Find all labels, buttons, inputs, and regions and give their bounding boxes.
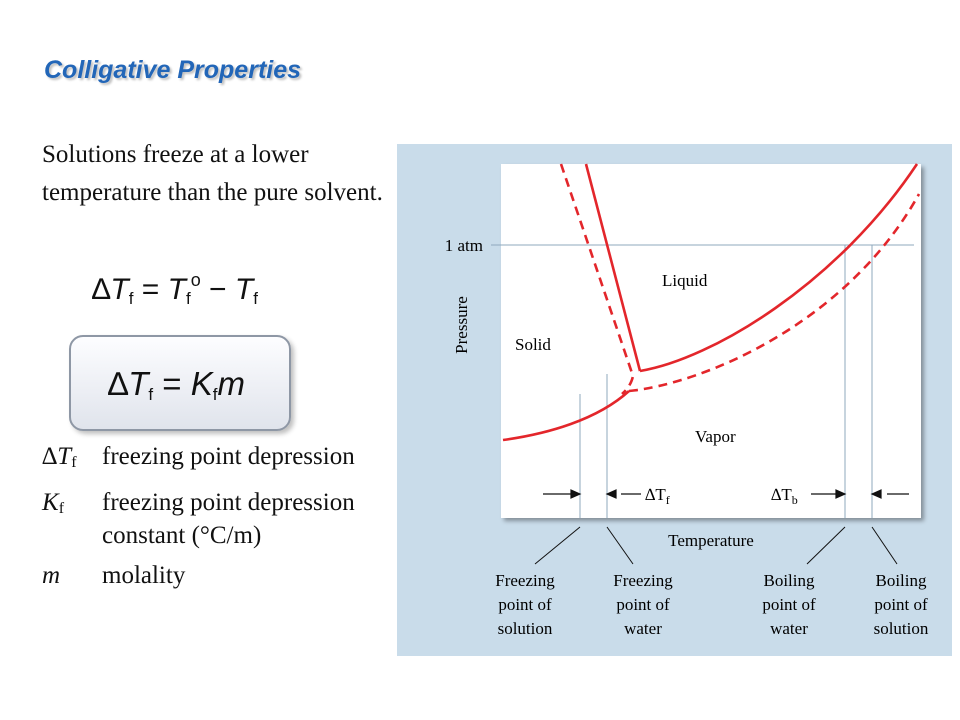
solid-vapor-curve — [502, 390, 630, 442]
eq1-t-solution: T — [234, 273, 254, 306]
bp-water-label-line3: water — [770, 619, 808, 638]
key-equation-box — [69, 335, 291, 431]
eq2-k: K — [190, 365, 213, 402]
phase-boundaries — [502, 163, 921, 442]
phase-diagram-svg: Pressure 1 atm Solid Liquid Vapor ∆Tf ∆T… — [397, 144, 952, 656]
eq1-sub: f — [128, 289, 134, 308]
definition-symbol-sub: f — [58, 500, 65, 517]
temperature-axis-label: Temperature — [668, 531, 754, 550]
delta-t-arrows — [543, 489, 909, 499]
bp-solution-leader — [871, 526, 898, 565]
key-equation: ∆Tf = Kfm — [108, 365, 245, 405]
eq1-degree: o — [190, 270, 201, 290]
definition-symbol-sub: f — [71, 454, 77, 471]
definition-m: m molality — [42, 559, 382, 598]
solid-liquid-curve-pure — [584, 163, 642, 372]
eq1-equals: = — [133, 273, 168, 306]
eq2-m: m — [217, 365, 245, 402]
callout-labels: Freezing point of solution Freezing poin… — [495, 571, 929, 638]
fp-water-label-line2: point of — [616, 595, 670, 614]
delta-tf-right-arrow-head — [605, 489, 617, 499]
eq1-delta: ∆ — [92, 273, 111, 306]
fp-solution-leader — [534, 526, 581, 565]
plot-area — [501, 164, 921, 518]
delta-tf-definition-equation: ∆Tf = Tfo − Tf — [92, 270, 258, 309]
bp-water-label-line1: Boiling — [763, 571, 815, 590]
eq2-sub: f — [148, 385, 154, 404]
eq1-minus: − — [200, 273, 235, 306]
pressure-axis-label: Pressure — [452, 296, 471, 354]
slide-title: Colligative Properties — [44, 56, 302, 84]
delta-tb-left-arrow-head — [835, 489, 847, 499]
fp-solution-label-line2: point of — [498, 595, 552, 614]
eq2-k-sub: f — [212, 385, 218, 404]
fp-water-label-line3: water — [624, 619, 662, 638]
fp-water-label-line1: Freezing — [613, 571, 673, 590]
delta-tf-left-arrow-head — [570, 489, 582, 499]
bp-solution-label-line1: Boiling — [875, 571, 927, 590]
bp-solution-label-line2: point of — [874, 595, 928, 614]
definition-kf: Kf freezing point depression constant (°… — [42, 486, 382, 552]
definition-text: freezing point depression constant (°C/m… — [102, 489, 355, 549]
callout-leader-lines — [534, 526, 898, 565]
delta-tb-label-main: ∆T — [771, 485, 792, 504]
eq2-delta: ∆ — [108, 365, 129, 402]
solid-region-label: Solid — [515, 335, 551, 354]
eq1-sub-pure: f — [185, 289, 191, 308]
definition-symbol-main: ∆T — [42, 443, 72, 470]
definition-symbol: ∆Tf — [42, 440, 102, 479]
bp-water-leader — [806, 526, 846, 565]
fp-solution-label-line1: Freezing — [495, 571, 555, 590]
definition-symbol: Kf — [42, 486, 102, 552]
solid-liquid-curve-solution — [559, 163, 635, 395]
delta-tf-label-sub: f — [666, 493, 670, 507]
intro-text: Solutions freeze at a lower temperature … — [42, 141, 383, 206]
fp-solution-label-line3: solution — [498, 619, 553, 638]
delta-tb-right-arrow-head — [870, 489, 882, 499]
eq1-t-pure: T — [167, 273, 186, 306]
delta-tb-label: ∆Tb — [771, 485, 798, 507]
bp-solution-label-line3: solution — [874, 619, 929, 638]
bp-water-label-line2: point of — [762, 595, 816, 614]
phase-diagram-figure: Pressure 1 atm Solid Liquid Vapor ∆Tf ∆T… — [397, 144, 952, 656]
liquid-region-label: Liquid — [662, 271, 708, 290]
delta-tf-label-main: ∆T — [645, 485, 666, 504]
definition-delta-tf: ∆Tf freezing point depression — [42, 440, 382, 479]
definition-text: molality — [102, 562, 186, 589]
vapor-region-label: Vapor — [695, 427, 736, 446]
eq2-t: T — [128, 365, 149, 402]
delta-tb-label-sub: b — [792, 493, 798, 507]
eq2-equals: = — [153, 365, 191, 402]
one-atm-label: 1 atm — [445, 236, 483, 255]
eq1-sub-solution: f — [253, 289, 258, 308]
liquid-vapor-curve-solution — [628, 193, 921, 393]
eq1-t: T — [110, 273, 129, 306]
definition-symbol-main: K — [42, 489, 59, 516]
delta-tf-label: ∆Tf — [645, 485, 670, 507]
definition-symbol-main: m — [42, 562, 61, 589]
definition-text: freezing point depression — [102, 443, 355, 470]
fp-water-leader — [606, 526, 634, 565]
liquid-vapor-curve-pure — [639, 163, 919, 373]
definition-symbol: m — [42, 559, 102, 598]
definitions-list: ∆Tf freezing point depression Kf freezin… — [42, 440, 382, 605]
